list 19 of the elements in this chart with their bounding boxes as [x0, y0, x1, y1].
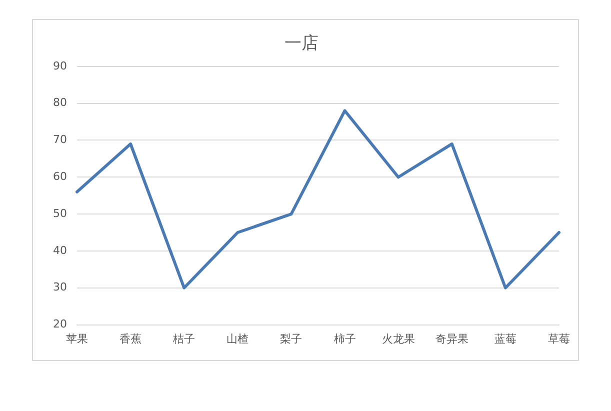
x-tick-label: 山楂: [226, 332, 249, 346]
x-tick-label: 火龙果: [382, 332, 415, 346]
x-tick-label: 草莓: [548, 332, 570, 346]
x-tick-label: 奇异果: [435, 332, 468, 346]
y-tick-label: 90: [52, 59, 67, 72]
y-tick-label: 40: [52, 244, 67, 257]
y-tick-label: 60: [52, 170, 67, 183]
x-tick-label: 苹果: [66, 332, 88, 346]
y-tick-label: 70: [52, 133, 67, 146]
y-tick-label: 30: [52, 280, 67, 294]
y-tick-label: 80: [52, 96, 67, 110]
x-tick-label: 桔子: [172, 332, 196, 346]
x-tick-label: 梨子: [280, 332, 302, 346]
chart-title: 一店: [284, 34, 318, 54]
x-tick-label: 蓝莓: [494, 332, 516, 346]
x-tick-label: 柿子: [334, 332, 356, 346]
y-tick-label: 50: [52, 206, 67, 220]
y-tick-label: 20: [52, 318, 67, 331]
x-tick-label: 香蕉: [120, 332, 142, 346]
